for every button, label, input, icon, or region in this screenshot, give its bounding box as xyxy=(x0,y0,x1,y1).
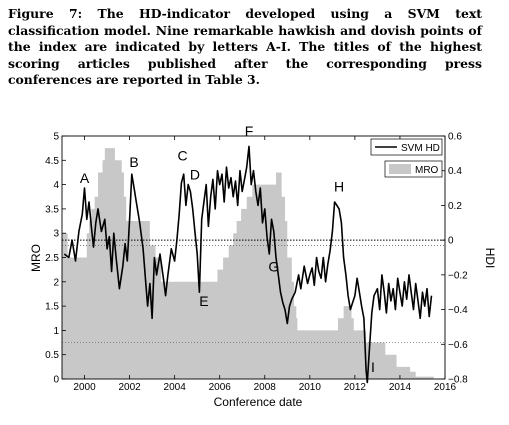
annotation-d: D xyxy=(190,166,200,182)
caption-label: Figure 7: xyxy=(8,6,83,21)
y-left-tick-label: 2 xyxy=(53,277,59,288)
axis-layer: 2000 2002 2004 2006 2008 2010 2012 2014 201600.5… xyxy=(45,132,468,394)
y-left-tick-label: 3.5 xyxy=(45,204,59,215)
y-right-tick-label: −0.2 xyxy=(448,270,468,281)
y-left-tick-label: 3 xyxy=(53,229,59,240)
annotation-h: H xyxy=(334,179,344,195)
y-left-tick-label: 5 xyxy=(53,132,59,143)
x-tick-label: 2012 xyxy=(344,382,367,393)
annotation-c: C xyxy=(177,147,187,163)
y-right-tick-label: −0.8 xyxy=(448,375,468,386)
y-left-tick-label: 0 xyxy=(53,375,59,386)
annotation-b: B xyxy=(129,154,138,170)
x-tick-label: 2002 xyxy=(118,382,141,393)
legend-box-hd xyxy=(370,138,443,156)
x-tick-label: 2004 xyxy=(164,382,187,393)
hd-line-layer xyxy=(63,145,433,384)
y-right-tick-label: 0.4 xyxy=(448,166,462,177)
x-tick-label: 2010 xyxy=(299,382,322,393)
y-left-tick-label: 4.5 xyxy=(45,156,59,167)
y-left-tick-label: 4 xyxy=(53,180,59,191)
x-tick-label: 2000 xyxy=(73,382,96,393)
mro-area xyxy=(62,148,434,379)
y-axis-left-label: MRO xyxy=(29,244,43,272)
y-right-tick-label: 0.2 xyxy=(448,201,462,212)
figure-caption: Figure 7: The HD-indicator developed usi… xyxy=(8,6,482,89)
x-tick-label: 2016 xyxy=(434,382,457,393)
annotation-a: A xyxy=(80,170,90,186)
annotation-layer: A B CD E F G H I xyxy=(80,123,375,375)
y-right-tick-label: −0.4 xyxy=(448,305,468,316)
legend-label-hd: SVM HD xyxy=(401,143,440,154)
y-right-tick-label: 0.6 xyxy=(448,132,462,143)
svm-hd-line xyxy=(63,145,433,384)
y-left-tick-label: 0.5 xyxy=(45,350,59,361)
y-left-tick-label: 1 xyxy=(53,326,59,337)
x-tick-label: 2014 xyxy=(389,382,412,393)
x-axis-label: Conference date xyxy=(214,395,303,409)
y-left-tick-label: 2.5 xyxy=(45,253,59,264)
annotation-g: G xyxy=(268,258,279,274)
y-axis-right-label: HDI xyxy=(483,248,497,269)
legend-swatch-mro xyxy=(389,164,411,174)
legend-label-mro: MRO xyxy=(415,165,439,176)
y-right-tick-label: −0.6 xyxy=(448,340,468,351)
annotation-f: F xyxy=(245,123,254,139)
caption-text: The HD-indicator developed using a SVM t… xyxy=(8,6,482,88)
annotation-e: E xyxy=(199,293,208,309)
x-tick-label: 2008 xyxy=(254,382,277,393)
y-right-tick-label: 0 xyxy=(448,236,454,247)
annotation-i: I xyxy=(371,359,375,375)
y-left-tick-label: 1.5 xyxy=(45,302,59,313)
x-tick-label: 2006 xyxy=(209,382,232,393)
legend: SVM HD MRO xyxy=(370,138,443,178)
mro-area-layer xyxy=(62,148,434,379)
